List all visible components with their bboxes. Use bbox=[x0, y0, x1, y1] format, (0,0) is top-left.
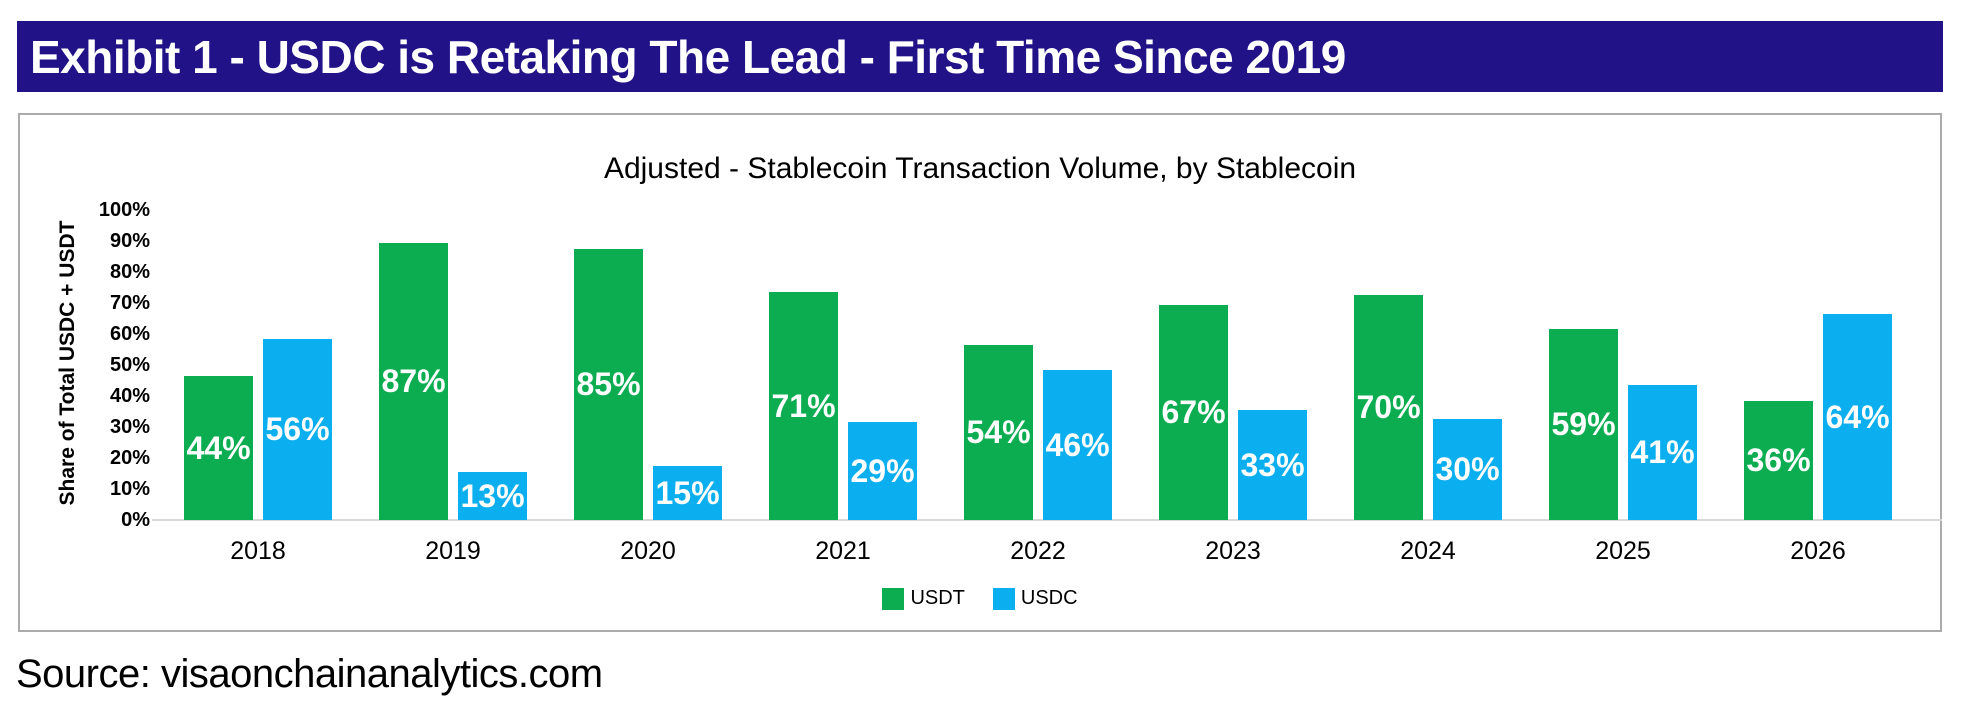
x-axis-label-2022: 2022 bbox=[1010, 537, 1066, 565]
bar-usdc-2025: 41% bbox=[1628, 385, 1697, 520]
bar-value-label: 59% bbox=[1551, 406, 1616, 442]
bar-usdc-2026: 64% bbox=[1823, 314, 1892, 520]
exhibit-title: Exhibit 1 - USDC is Retaking The Lead - … bbox=[30, 30, 1346, 83]
bar-usdt-2024: 70% bbox=[1354, 295, 1423, 520]
y-axis-tick-label: 20% bbox=[109, 447, 150, 469]
chart-title: Adjusted - Stablecoin Transaction Volume… bbox=[603, 152, 1357, 185]
bar-usdt-2019: 87% bbox=[379, 243, 448, 520]
x-axis-label-2025: 2025 bbox=[1595, 537, 1651, 565]
bar-usdt-2018: 44% bbox=[184, 376, 253, 520]
bar-value-label: 71% bbox=[771, 387, 836, 424]
y-axis-tick-label: 80% bbox=[109, 261, 150, 283]
chart-panel: Adjusted - Stablecoin Transaction Volume… bbox=[18, 113, 1942, 632]
y-axis-tick-label: 0% bbox=[121, 509, 150, 531]
x-axis-line bbox=[152, 519, 1942, 521]
y-axis-tick-label: 40% bbox=[109, 385, 150, 407]
y-axis-tick-label: 50% bbox=[109, 354, 150, 376]
bar-usdc-2019: 13% bbox=[458, 472, 527, 520]
bar-usdc-2020: 15% bbox=[653, 466, 722, 520]
bar-value-label: 41% bbox=[1630, 434, 1695, 470]
legend-swatch-usdt-icon bbox=[882, 587, 905, 610]
bar-usdt-2023: 67% bbox=[1159, 305, 1228, 520]
bar-value-label: 67% bbox=[1161, 394, 1226, 430]
exhibit-banner: Exhibit 1 - USDC is Retaking The Lead - … bbox=[17, 21, 1943, 92]
x-axis-label-2019: 2019 bbox=[425, 537, 481, 565]
bar-value-label: 15% bbox=[655, 474, 720, 511]
legend-item-usdc: USDC bbox=[992, 587, 1078, 610]
bar-value-label: 13% bbox=[460, 477, 525, 514]
bar-value-label: 64% bbox=[1825, 398, 1890, 435]
x-axis-label-2018: 2018 bbox=[230, 537, 286, 565]
bar-usdt-2020: 85% bbox=[574, 249, 643, 520]
x-axis-label-2020: 2020 bbox=[620, 537, 676, 565]
x-axis-label-2023: 2023 bbox=[1205, 537, 1261, 565]
bar-value-label: 36% bbox=[1746, 442, 1811, 478]
y-axis-tick-label: 10% bbox=[109, 478, 150, 500]
bar-value-label: 29% bbox=[850, 452, 915, 489]
bar-value-label: 44% bbox=[186, 429, 251, 466]
legend-label-usdc: USDC bbox=[1020, 587, 1078, 609]
legend-label-usdt: USDT bbox=[910, 587, 965, 609]
legend-swatch-usdc-icon bbox=[992, 587, 1015, 610]
y-axis-tick-label: 30% bbox=[109, 416, 150, 438]
bar-value-label: 30% bbox=[1435, 451, 1500, 487]
bar-usdt-2022: 54% bbox=[964, 345, 1033, 520]
y-axis-tick-label: 100% bbox=[98, 199, 150, 221]
bar-value-label: 87% bbox=[381, 363, 446, 399]
bar-value-label: 70% bbox=[1356, 389, 1421, 425]
bar-usdc-2021: 29% bbox=[848, 422, 917, 520]
source-text: Source: visaonchainanalytics.com bbox=[16, 652, 603, 696]
bar-usdc-2023: 33% bbox=[1238, 410, 1307, 520]
bar-usdc-2022: 46% bbox=[1043, 370, 1112, 520]
bar-usdc-2018: 56% bbox=[263, 339, 332, 520]
bar-value-label: 85% bbox=[576, 366, 641, 402]
bar-value-label: 54% bbox=[966, 414, 1031, 450]
bar-usdt-2021: 71% bbox=[769, 292, 838, 520]
bar-usdc-2024: 30% bbox=[1433, 419, 1502, 520]
bar-usdt-2026: 36% bbox=[1744, 401, 1813, 520]
x-axis-label-2026: 2026 bbox=[1790, 537, 1846, 565]
y-axis-tick-label: 70% bbox=[109, 292, 150, 314]
x-axis-label-2024: 2024 bbox=[1400, 537, 1456, 565]
bar-value-label: 46% bbox=[1045, 426, 1110, 463]
legend-item-usdt: USDT bbox=[882, 587, 965, 610]
bar-usdt-2025: 59% bbox=[1549, 329, 1618, 520]
y-axis-tick-label: 60% bbox=[109, 323, 150, 345]
legend: USDT USDC bbox=[20, 587, 1940, 610]
y-axis-tick-label: 90% bbox=[109, 230, 150, 252]
x-axis-label-2021: 2021 bbox=[815, 537, 871, 565]
bar-value-label: 33% bbox=[1240, 446, 1305, 483]
bar-value-label: 56% bbox=[265, 411, 330, 447]
